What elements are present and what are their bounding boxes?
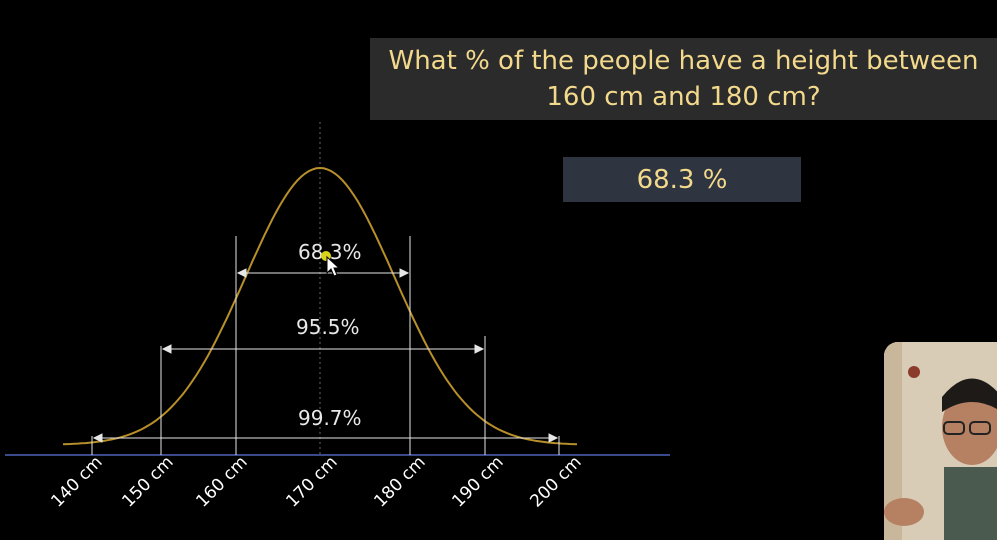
tick-160: 160 cm — [192, 452, 251, 511]
tick-150: 150 cm — [118, 452, 177, 511]
label-two-sigma: 95.5% — [296, 315, 360, 339]
question-line-2: 160 cm and 180 cm? — [546, 82, 821, 112]
mouse-pointer-icon — [326, 255, 341, 277]
label-three-sigma: 99.7% — [298, 406, 362, 430]
bell-curve — [62, 166, 578, 446]
tick-190: 190 cm — [448, 452, 507, 511]
question-box: What % of the people have a height betwe… — [370, 38, 997, 120]
answer-text: 68.3 % — [636, 164, 728, 195]
one-sigma-arrow — [236, 268, 410, 278]
tick-170: 170 cm — [282, 452, 341, 511]
tick-140: 140 cm — [47, 452, 106, 511]
answer-box: 68.3 % — [563, 157, 801, 202]
three-sigma-arrow — [92, 433, 559, 443]
webcam-video-overlay — [884, 342, 997, 540]
two-sigma-arrow — [161, 344, 485, 354]
presenter-image — [884, 342, 997, 540]
tick-200: 200 cm — [526, 452, 585, 511]
tick-180: 180 cm — [370, 452, 429, 511]
question-line-1: What % of the people have a height betwe… — [388, 46, 979, 76]
